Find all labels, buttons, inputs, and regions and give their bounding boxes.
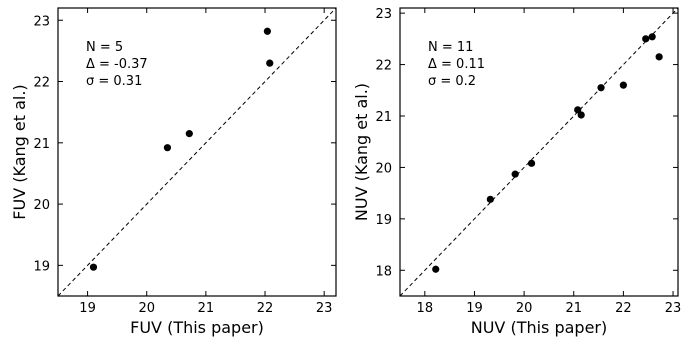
panel-1-x-axis-label: FUV (This paper) (130, 318, 264, 337)
panel-2-x-axis-label: NUV (This paper) (471, 318, 608, 337)
panel-2-y-tick-label: 21 (375, 110, 392, 125)
panel-2-data-point (642, 35, 650, 43)
panel-1-y-tick-label: 20 (33, 198, 50, 213)
panel-1-y-tick-label: 23 (33, 14, 50, 29)
panel-2-annotation: Δ = 0.11 (428, 57, 485, 72)
panel-2-data-point (527, 159, 536, 167)
panel-2-data-point (432, 265, 440, 273)
panel-1-reference-line (57, 7, 337, 297)
panel-1-annotation: N = 5 (86, 40, 123, 55)
panel-2-x-tick-label: 19 (466, 301, 483, 316)
panel-2: 18 18 19 19 20 20 21 21 22 22 23 23 N = 11 Δ = 0.11 σ … (352, 7, 681, 337)
panel-1: 19 19 20 20 21 21 22 22 23 23 N = 5 Δ = -0.37 σ = 0.… (10, 7, 337, 337)
panel-2-y-tick-label: 20 (375, 161, 392, 176)
panel-1-y-axis-label: FUV (Kang et al.) (10, 84, 29, 219)
panel-1-data-point (89, 263, 98, 271)
panel-2-data-point (619, 81, 627, 89)
panel-2-data-point (574, 106, 582, 114)
panel-2-data-point (486, 195, 494, 203)
panel-2-data-point (655, 53, 663, 61)
panel-1-annotation: Δ = -0.37 (86, 57, 148, 72)
panel-2-data-point (577, 111, 585, 119)
panel-2-reference-line (399, 7, 679, 297)
panel-2-x-tick-label: 23 (665, 301, 682, 316)
panel-1-x-tick-label: 19 (79, 301, 96, 316)
panel-1-x-tick-label: 23 (316, 301, 333, 316)
panel-1-data-point (266, 59, 274, 67)
panel-2-x-tick-label: 18 (417, 301, 434, 316)
panel-1-x-tick-label: 22 (257, 301, 274, 316)
panel-2-data-point (597, 84, 605, 92)
panel-2-x-tick-label: 20 (516, 301, 533, 316)
panel-2-y-tick-label: 18 (375, 264, 392, 279)
panel-2-data-point (511, 170, 519, 178)
panel-1-y-tick-label: 21 (33, 137, 50, 152)
panel-1-frame (57, 7, 337, 297)
panel-1-data-point (263, 27, 271, 35)
panel-2-annotation: σ = 0.2 (428, 74, 476, 89)
panel-2-x-tick-label: 21 (565, 301, 582, 316)
panel-1-x-tick-label: 21 (198, 301, 215, 316)
panel-2-frame (399, 7, 679, 297)
panel-2-y-tick-label: 23 (375, 7, 392, 22)
panel-2-x-tick-label: 22 (615, 301, 632, 316)
panel-1-data-point (163, 144, 172, 152)
panel-1-x-tick-label: 20 (138, 301, 155, 316)
panel-1-y-tick-label: 19 (33, 259, 50, 274)
panel-1-y-tick-label: 22 (33, 76, 50, 91)
panel-2-annotation: N = 11 (428, 40, 473, 55)
panel-2-data-point (648, 33, 656, 41)
panel-1-annotation: σ = 0.31 (86, 74, 142, 89)
panel-1-data-point (185, 130, 193, 138)
panel-2-y-tick-label: 19 (375, 213, 392, 228)
panel-2-y-tick-label: 22 (375, 59, 392, 74)
panel-2-y-axis-label: NUV (Kang et al.) (352, 83, 371, 221)
